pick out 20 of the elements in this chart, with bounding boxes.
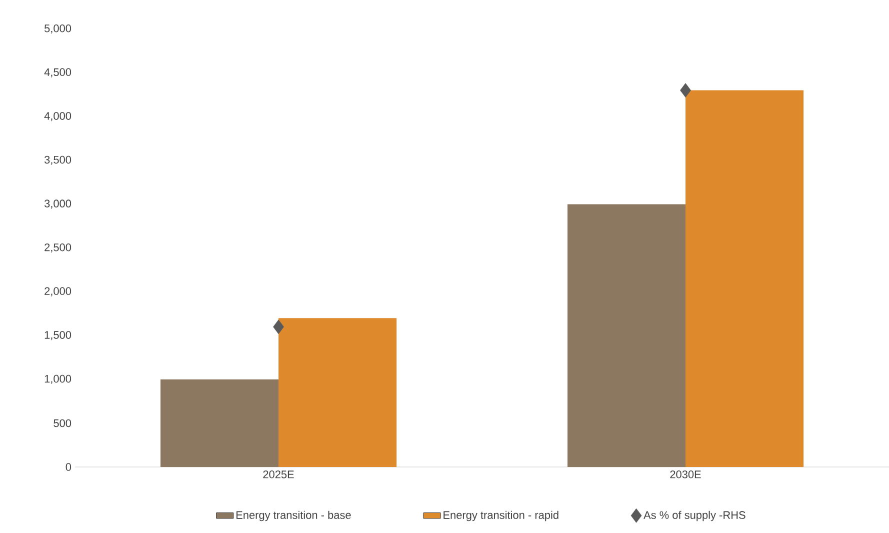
legend-label: As % of supply -RHS [644, 510, 746, 522]
bar [686, 90, 804, 467]
x-tick-label: 2025E [263, 470, 294, 478]
y-tick-label: 2,000 [44, 287, 72, 296]
legend-label: Energy transition - base [236, 510, 351, 522]
bar [278, 318, 397, 467]
bar [567, 204, 686, 467]
y-tick-label: 500 [54, 419, 72, 428]
y-tick-label: 3,000 [44, 200, 72, 209]
x-tick-label: 2030E [670, 470, 701, 478]
y-tick-label: 3,500 [44, 156, 72, 165]
bar [160, 379, 279, 467]
y-tick-label: 5,000 [44, 24, 72, 34]
y-tick-label: 4,500 [44, 68, 72, 78]
y-tick-label: 0 [66, 463, 72, 471]
y-tick-label: 1,000 [44, 374, 72, 384]
y-tick-label: 1,500 [44, 331, 72, 340]
legend-label: Energy transition - rapid [444, 510, 558, 522]
y-tick-label: 4,000 [44, 112, 72, 122]
y-tick-label: 2,500 [44, 243, 72, 253]
